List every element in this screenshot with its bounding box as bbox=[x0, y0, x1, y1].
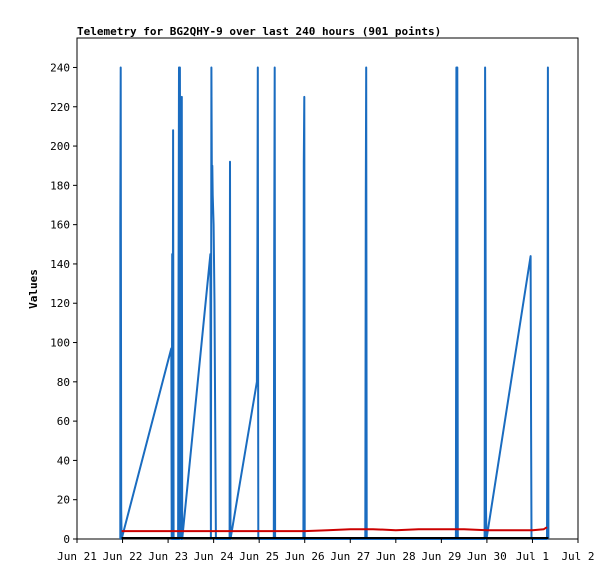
series-line-0 bbox=[119, 66, 550, 540]
x-tick-label: Jun 22 bbox=[103, 550, 143, 563]
x-tick-label: Jun 28 bbox=[376, 550, 416, 563]
y-axis-label: Values bbox=[27, 269, 40, 309]
y-tick-label: 80 bbox=[57, 376, 70, 389]
x-tick-label: Jun 27 bbox=[330, 550, 370, 563]
y-tick-label: 120 bbox=[50, 297, 70, 310]
x-ticks: Jun 21 Jun 22 Jun 23 Jun 24 Jun 25 Jun 26 Jun … bbox=[57, 539, 595, 563]
x-tick-label: Jun 26 bbox=[285, 550, 325, 563]
y-tick-label: 180 bbox=[50, 179, 70, 192]
x-tick-label: Jul 2 bbox=[561, 550, 594, 563]
x-tick-label: Jul 1 bbox=[516, 550, 549, 563]
y-tick-label: 240 bbox=[50, 61, 70, 74]
x-tick-label: Jun 30 bbox=[467, 550, 507, 563]
x-tick-label: Jun 24 bbox=[194, 550, 234, 563]
x-tick-label: Jun 21 bbox=[57, 550, 97, 563]
series-layer bbox=[119, 66, 550, 540]
y-tick-label: 40 bbox=[57, 454, 70, 467]
y-tick-label: 20 bbox=[57, 494, 70, 507]
y-tick-label: 220 bbox=[50, 101, 70, 114]
plot-frame bbox=[76, 37, 579, 540]
y-ticks: 0 20 40 60 80 100 120 140 160 180 200 220 240 bbox=[50, 61, 77, 546]
y-tick-label: 140 bbox=[50, 258, 70, 271]
y-tick-label: 100 bbox=[50, 337, 70, 350]
y-tick-label: 60 bbox=[57, 415, 70, 428]
x-tick-label: Jun 23 bbox=[148, 550, 188, 563]
x-tick-label: Jun 25 bbox=[239, 550, 279, 563]
x-tick-label: Jun 29 bbox=[421, 550, 461, 563]
y-tick-label: 0 bbox=[63, 533, 70, 546]
y-tick-label: 200 bbox=[50, 140, 70, 153]
series-line-1 bbox=[121, 526, 548, 533]
chart-title: Telemetry for BG2QHY-9 over last 240 hou… bbox=[77, 25, 441, 38]
y-tick-label: 160 bbox=[50, 219, 70, 232]
